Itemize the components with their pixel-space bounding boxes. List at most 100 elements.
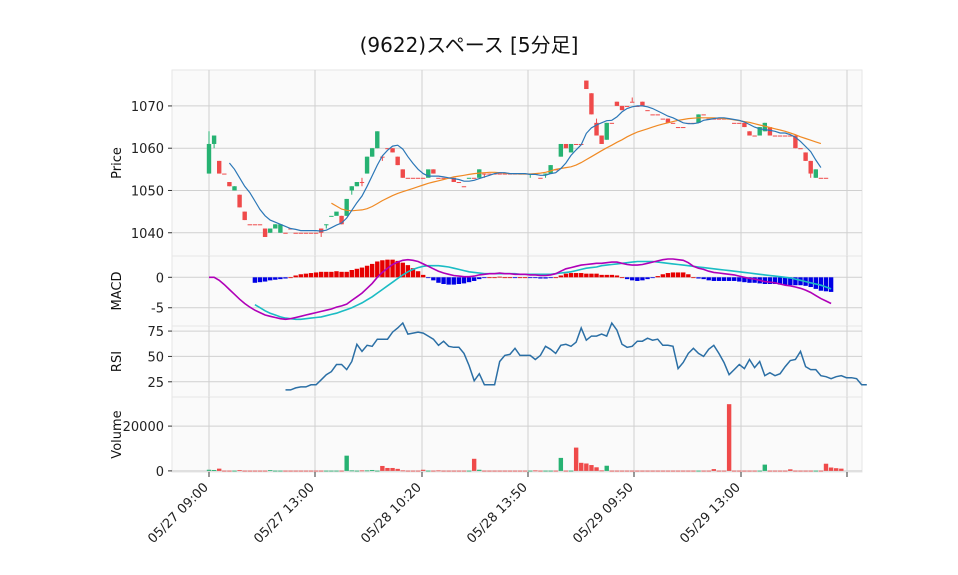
macd-hist-bar [267, 277, 273, 281]
macd-hist-bar [558, 275, 564, 278]
volume-bar [446, 470, 451, 472]
macd-hist-bar [624, 277, 630, 280]
volume-bar [742, 470, 747, 472]
volume-bar [813, 470, 819, 472]
volume-bar [528, 470, 533, 472]
candle-body [670, 122, 676, 124]
volume-bar [737, 470, 742, 472]
candle-body [395, 156, 400, 166]
macd-line [209, 258, 832, 321]
macd-hist-bar [349, 270, 354, 278]
candle-body [650, 114, 655, 116]
candle-body [655, 114, 660, 116]
price-ytick-label: 1070 [131, 100, 164, 115]
macd-hist-bar [522, 277, 528, 279]
candle-body [354, 182, 360, 187]
volume-bar [334, 470, 339, 472]
candle-body [247, 224, 252, 226]
macd-hist-bar [640, 277, 645, 281]
macd-hist-bar [686, 274, 691, 278]
rsi-ytick-label: 50 [147, 350, 164, 365]
candle-body [329, 215, 334, 217]
volume-bar [798, 470, 803, 472]
macd-hist-bar [492, 277, 497, 279]
volume-bar [298, 470, 303, 472]
candle-body [538, 177, 543, 179]
candle-body [380, 156, 385, 158]
volume-bar [267, 470, 273, 472]
volume-bar [767, 470, 773, 472]
volume-bar [303, 470, 309, 472]
volume-bar [594, 467, 599, 471]
x-tick-label: 05/27 09:00 [145, 480, 212, 547]
macd-hist-bar [313, 272, 319, 278]
volume-bar [645, 470, 650, 472]
volume-bar [823, 463, 829, 471]
candle-body [772, 135, 778, 137]
macd-hist-bar [339, 271, 344, 278]
macd-hist-bar [783, 277, 788, 286]
chart-title: (9622)スペース [5分足] [360, 33, 579, 57]
candle-body [777, 135, 783, 137]
macd-hist-bar [431, 277, 436, 281]
macd-hist-bar [283, 277, 288, 279]
macd-hist-bar [390, 259, 395, 278]
candle-body [747, 131, 752, 136]
candle-body [614, 101, 620, 106]
macd-hist-bar [364, 265, 370, 278]
macd-hist-bar [742, 277, 747, 283]
candle-body [461, 186, 467, 188]
candle-body [619, 105, 625, 111]
candle-body [206, 143, 212, 174]
macd-hist-bar [415, 271, 421, 278]
volume-bar [635, 470, 640, 472]
macd-hist-bar [619, 277, 625, 279]
volume-bar [252, 470, 258, 472]
macd-hist-bar [410, 268, 416, 278]
candle-body [431, 169, 436, 174]
macd-hist-bar [665, 273, 671, 278]
volume-bar [262, 470, 268, 472]
volume-bar [828, 467, 834, 471]
candle-body [808, 160, 813, 174]
candle-body [803, 152, 808, 161]
candle-body [262, 228, 268, 237]
macd-axis-label: MACD [110, 272, 125, 311]
price-ytick-label: 1050 [131, 184, 164, 199]
candle-body [385, 148, 390, 150]
macd-hist-bar [594, 273, 599, 278]
macd-hist-bar [772, 277, 778, 284]
candle-body [716, 118, 722, 120]
volume-bar [777, 470, 783, 472]
macd-hist-bar [732, 277, 737, 281]
candle-body [573, 143, 579, 145]
volume-bar [482, 470, 487, 472]
volume-bar [375, 470, 380, 472]
volume-bar [237, 470, 242, 472]
volume-bar [477, 469, 482, 471]
macd-hist-bar [461, 277, 467, 284]
volume-bar [747, 470, 752, 472]
candle-body [308, 232, 314, 234]
macd-hist-bar [512, 277, 518, 279]
candle-body [624, 105, 630, 107]
candle-body [681, 127, 686, 129]
candle-body [303, 232, 309, 234]
volume-bar [808, 470, 813, 472]
candle-body [630, 101, 635, 103]
macd-hist-bar [293, 275, 298, 278]
macd-hist-bar [497, 276, 502, 278]
macd-hist-bar [400, 262, 405, 278]
macd-hist-bar [670, 272, 676, 278]
volume-bar [344, 455, 349, 471]
volume-bar [257, 470, 263, 472]
volume-bar [441, 470, 446, 472]
candle-body [757, 127, 762, 136]
candle-body [369, 148, 375, 157]
candle-body [599, 135, 604, 144]
macd-hist-bar [288, 277, 293, 279]
volume-bar [589, 465, 594, 471]
volume-bar [752, 470, 757, 472]
volume-bar [839, 468, 844, 471]
candle-body [273, 224, 278, 229]
